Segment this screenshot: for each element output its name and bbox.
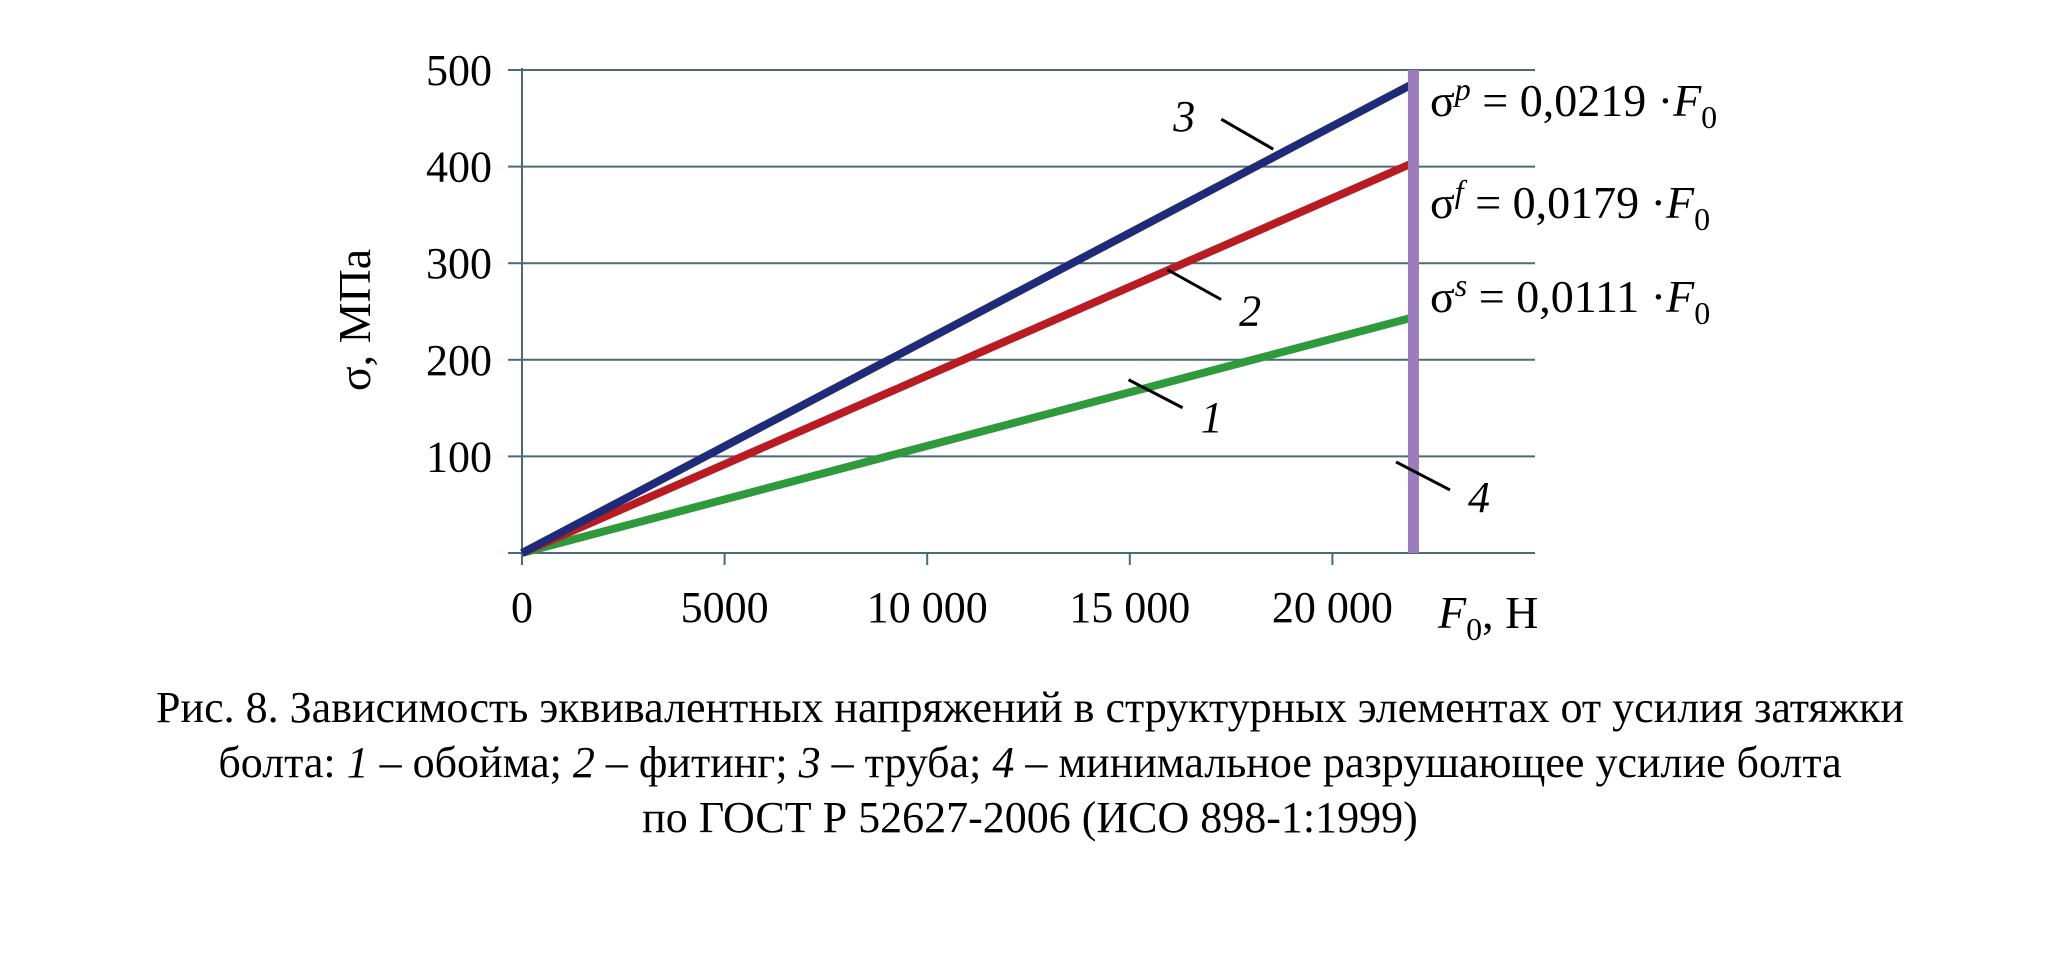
series-layer [520,70,1419,557]
caption-line-3: по ГОСТ Р 52627-2006 (ИСО 898-1:1999) [642,793,1418,842]
caption-part: 4 [992,738,1015,787]
caption-part: 2 [572,738,595,787]
formula-pipe-var: F [1672,75,1702,126]
formula-holder-coef: = 0,0111 · [1467,271,1666,322]
grid-layer [522,69,1535,458]
label-layer: 1 2 3 4 [1127,92,1490,522]
formula-pipe-sup: p [1453,71,1471,107]
caption-part: – труба; [820,738,993,787]
x-tick-label: 0 [511,583,533,632]
formula-pipe-sigma: σ [1430,75,1455,126]
x-axis-unit: , Н [1482,587,1538,638]
figure-caption: Рис. 8. Зависимость эквивалентных напряж… [0,680,2060,845]
y-tick-label: 100 [426,432,492,481]
formula-fitting-var: F [1665,177,1695,228]
series-line-3 [520,79,1416,557]
curve-number-label-1: 1 [1201,393,1223,442]
formula-fitting-sub: 0 [1694,201,1710,237]
caption-part: – фитинг; [594,738,799,787]
caption-part: – обойма; [368,738,573,787]
formula-holder: σs = 0,0111 ·F0 [1430,267,1710,331]
y-tick-label: 200 [426,336,492,385]
y-tick-label: 400 [426,143,492,192]
x-axis-title: F0, Н [1437,587,1538,647]
series-line-2 [520,159,1416,557]
y-axis-title: σ, МПа [329,249,380,391]
leader-line-4 [1395,460,1451,492]
caption-line-2: болта: 1 – обойма; 2 – фитинг; 3 – труба… [0,735,2060,790]
formula-pipe: σp = 0,0219 ·F0 [1430,71,1717,135]
leader-line-3 [1220,117,1275,151]
caption-part: 1 [346,738,369,787]
formula-holder-sub: 0 [1694,295,1710,331]
formula-pipe-coef: = 0,0219 · [1471,75,1673,126]
x-tick-label: 20 000 [1272,583,1393,632]
y-tick-label: 300 [426,239,492,288]
formula-fitting: σf = 0,0179 ·F0 [1430,173,1710,237]
formula-holder-sup: s [1455,267,1467,303]
formula-fitting-coef: = 0,0179 · [1464,177,1666,228]
leader-line-2 [1166,268,1222,301]
formula-fitting-sigma: σ [1430,177,1455,228]
x-axis-subscript: 0 [1466,611,1482,647]
curve-number-label-4: 4 [1468,473,1490,522]
x-tick-label: 5000 [681,583,769,632]
caption-part: 3 [798,738,821,787]
formula-holder-sigma: σ [1430,271,1455,322]
curve-number-label-2: 2 [1239,287,1261,336]
caption-part: – минимальное разрушающее усилие болта [1014,738,1842,787]
caption-line-1: Рис. 8. Зависимость эквивалентных напряж… [156,683,1904,732]
caption-part: болта: [218,738,347,787]
series-line-1 [520,313,1415,557]
formula-pipe-sub: 0 [1701,99,1717,135]
y-tick-label: 500 [426,46,492,95]
curve-number-label-3: 3 [1172,92,1195,141]
formula-holder-var: F [1665,271,1695,322]
x-tick-label: 15 000 [1069,583,1190,632]
y-axis-unit: , МПа [329,249,380,367]
x-axis-symbol: F [1437,587,1467,638]
leader-line-1 [1127,378,1184,410]
x-tick-label: 10 000 [867,583,988,632]
y-axis-symbol: σ [329,366,380,391]
